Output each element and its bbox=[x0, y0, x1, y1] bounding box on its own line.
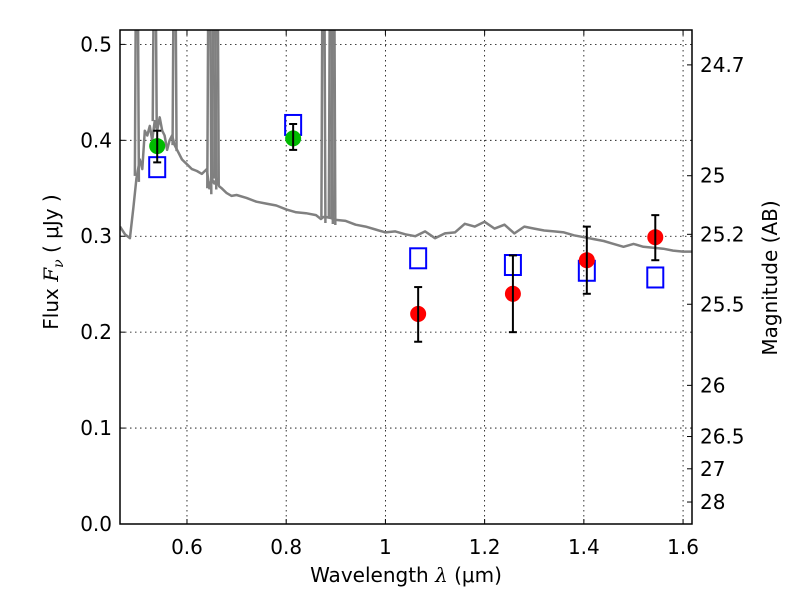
spectrum-spike bbox=[320, 30, 327, 224]
x-axis-label-unit: (μm) bbox=[448, 563, 502, 587]
spectrum-layer bbox=[120, 30, 692, 253]
spectrum-spike bbox=[206, 30, 213, 195]
plot-frame bbox=[119, 29, 693, 525]
y-tick-label: 0.4 bbox=[80, 128, 112, 152]
spectrum-spike bbox=[330, 30, 337, 225]
spectrum-spike bbox=[151, 30, 158, 128]
points-layer bbox=[148, 113, 665, 343]
y-tick-label: 0.3 bbox=[80, 224, 112, 248]
y-tick-label: 0.1 bbox=[80, 416, 112, 440]
y2-tick-label: 24.7 bbox=[700, 53, 745, 77]
x-tick-label: 0.6 bbox=[171, 535, 203, 559]
x-axis-label-symbol: λ bbox=[434, 563, 448, 587]
model-square-marker bbox=[409, 247, 428, 270]
x-tick-label: 1.6 bbox=[667, 535, 699, 559]
y2-tick-label: 28 bbox=[700, 490, 725, 514]
y-axis-label: Flux Fν ( μJy ) bbox=[39, 194, 67, 329]
y-tick-label: 0.0 bbox=[80, 512, 112, 536]
x-tick-label: 0.8 bbox=[270, 535, 302, 559]
y2-tick-label: 25.2 bbox=[700, 222, 745, 246]
y2-tick-label: 27 bbox=[700, 457, 725, 481]
model-square-marker bbox=[646, 266, 665, 289]
y-axis-label-text: Flux bbox=[39, 282, 63, 330]
y2-axis-label: Magnitude (AB) bbox=[758, 200, 782, 355]
grid bbox=[120, 30, 692, 525]
x-axis-label-text: Wavelength bbox=[310, 563, 435, 587]
y2-tick-label: 25 bbox=[700, 164, 725, 188]
y-tick-label: 0.5 bbox=[80, 32, 112, 56]
x-tick-label: 1 bbox=[379, 535, 392, 559]
spectrum-spike bbox=[171, 30, 178, 152]
ticks-layer: 0.6 0.8 1 1.2 1.4 1.6 0.0 0.1 0.2 0.3 0.4 0.5 24.7 25… bbox=[80, 30, 745, 559]
x-tick-label: 1.2 bbox=[469, 535, 501, 559]
y-tick-label: 0.2 bbox=[80, 320, 112, 344]
y-axis-label-subscript: ν bbox=[51, 259, 67, 268]
y2-tick-label: 25.5 bbox=[700, 292, 745, 316]
y-axis-label-symbol: F bbox=[39, 267, 63, 283]
y-axis-label-unit: ( μJy ) bbox=[39, 194, 63, 259]
x-axis-label: Wavelength λ (μm) bbox=[310, 563, 502, 587]
y2-tick-label: 26.5 bbox=[700, 425, 745, 449]
spectrum-spike bbox=[213, 30, 220, 185]
spectrum-spike bbox=[133, 30, 141, 182]
x-tick-label: 1.4 bbox=[568, 535, 600, 559]
y2-tick-label: 26 bbox=[700, 373, 725, 397]
template-spectrum-line bbox=[120, 116, 692, 253]
